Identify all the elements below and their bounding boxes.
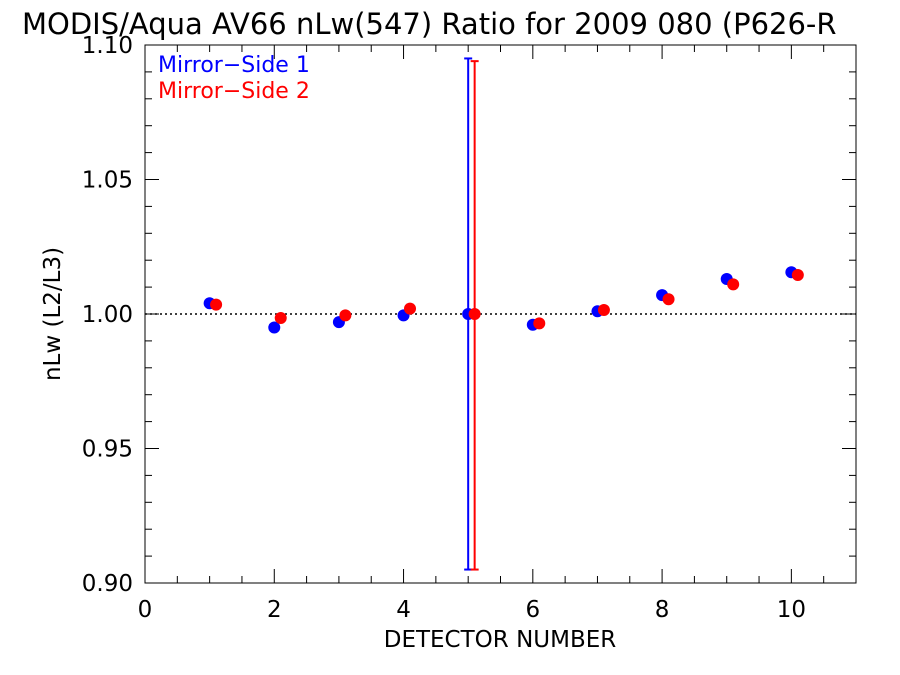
plot-area: 0 2 4 6 8 10 0.90 0.95 1.00 1.05 1.10 (82, 33, 857, 623)
y-tick-label: 0.95 (82, 437, 133, 463)
data-point-series-2 (727, 278, 740, 291)
x-tick-label: 8 (655, 597, 670, 623)
data-point-series-2 (274, 312, 287, 325)
x-tick-label: 2 (267, 597, 282, 623)
data-point-series-2 (791, 268, 804, 281)
chart-title: MODIS/Aqua AV66 nLw(547) Ratio for 2009 … (22, 7, 837, 41)
x-tick-label: 4 (396, 597, 411, 623)
data-point-series-2 (597, 303, 610, 316)
data-point-series-2 (662, 293, 675, 306)
x-tick-label: 6 (525, 597, 540, 623)
y-tick-label: 1.10 (82, 33, 133, 59)
data-point-series-2 (339, 309, 352, 322)
data-point-series-2 (468, 308, 481, 320)
y-axis-label: nLw (L2/L3) (40, 247, 66, 381)
x-tick-label: 10 (777, 597, 806, 623)
x-axis-label: DETECTOR NUMBER (384, 627, 617, 653)
legend-item-series-1: Mirror−Side 1 (158, 53, 310, 78)
x-tick-label: 0 (138, 597, 153, 623)
data-point-series-2 (404, 302, 417, 315)
data-point-series-1 (268, 321, 281, 334)
data-point-series-2 (210, 298, 223, 311)
y-tick-label: 1.05 (82, 168, 133, 194)
y-tick-label: 1.00 (82, 302, 133, 328)
y-tick-label: 0.90 (82, 571, 133, 597)
data-point-series-2 (533, 317, 546, 330)
legend-item-series-2: Mirror−Side 2 (158, 79, 310, 104)
